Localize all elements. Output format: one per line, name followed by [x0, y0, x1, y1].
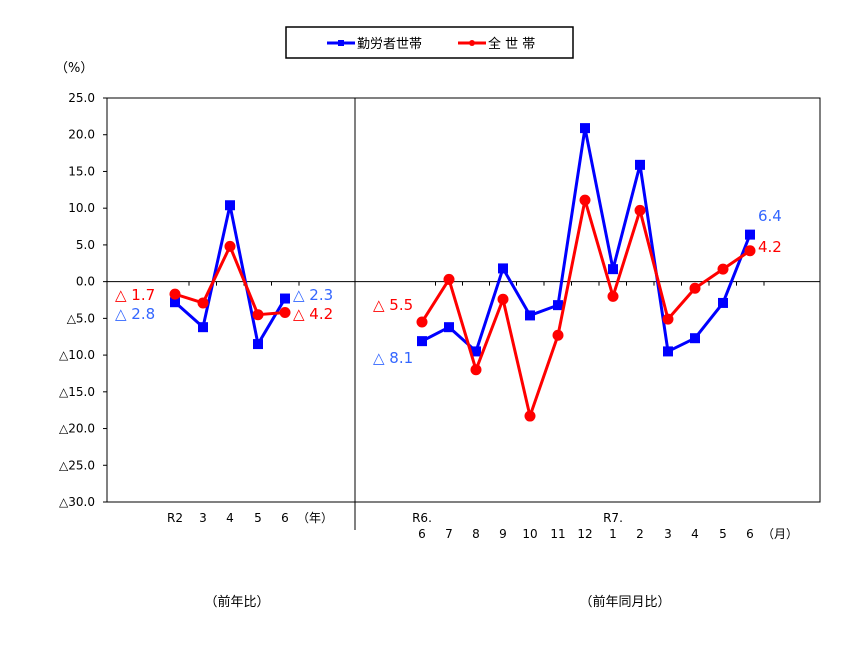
data-label: △ 2.8 [115, 305, 155, 323]
plot-area [106, 97, 821, 503]
data-point-worker [498, 263, 508, 274]
x-tick-label: 6 [418, 527, 426, 541]
y-tick-label: 10.0 [68, 201, 95, 215]
x-unit-label: （月） [762, 527, 798, 541]
series-line-all [420, 198, 751, 418]
data-point-worker [608, 264, 618, 275]
x-tick-label: 5 [719, 527, 727, 541]
data-point-all [279, 306, 291, 318]
x-tick-label: 10 [522, 527, 537, 541]
y-tick-label: △25.0 [59, 458, 95, 472]
x-tick-label: 7 [445, 527, 453, 541]
data-label: △ 2.3 [293, 286, 333, 304]
data-point-worker [553, 300, 563, 311]
data-point-all [443, 273, 455, 285]
panel-caption: （前年比） [204, 594, 269, 610]
data-label: 4.2 [758, 238, 782, 256]
data-point-worker [718, 297, 728, 308]
legend-marker-0 [338, 40, 344, 46]
x-tick-label: 1 [609, 527, 617, 541]
x-tick-label: R7. [603, 511, 623, 525]
x-tick-label: 8 [472, 527, 480, 541]
data-label: △ 8.1 [373, 349, 413, 367]
y-tick-label: △10.0 [59, 348, 95, 362]
data-label: △ 5.5 [373, 296, 413, 314]
data-point-all [662, 313, 674, 325]
series-line-worker [421, 126, 752, 353]
x-tick-label: 6 [281, 511, 289, 525]
data-point-all [497, 293, 509, 305]
x-unit-label: （年） [297, 511, 333, 525]
legend-marker-1 [469, 40, 475, 46]
data-point-all [169, 288, 181, 300]
data-point-worker [253, 339, 263, 350]
data-point-worker [280, 293, 290, 304]
data-point-all [689, 282, 701, 294]
data-point-worker [663, 346, 673, 357]
data-point-worker [525, 310, 535, 321]
data-point-all [470, 364, 482, 376]
data-point-all [744, 245, 756, 257]
data-point-worker [635, 159, 645, 170]
panel-caption: （前年同月比） [579, 594, 670, 610]
y-tick-label: 15.0 [68, 164, 95, 178]
y-tick-label: 5.0 [76, 238, 95, 252]
series-line-all [174, 244, 286, 317]
data-point-all [252, 309, 264, 321]
y-axis-unit: （%） [55, 61, 93, 76]
data-point-worker [444, 322, 454, 333]
data-point-worker [471, 346, 481, 357]
data-point-worker [170, 297, 180, 308]
x-tick-label: 2 [636, 527, 644, 541]
y-tick-label: △20.0 [59, 422, 95, 436]
y-tick-label: 25.0 [68, 91, 95, 105]
data-point-worker [225, 200, 235, 211]
data-point-all [224, 240, 236, 252]
y-tick-label: △15.0 [59, 385, 95, 399]
x-tick-label: 4 [226, 511, 234, 525]
data-point-worker [580, 123, 590, 134]
y-tick-label: 20.0 [68, 128, 95, 142]
x-tick-label: 9 [499, 527, 507, 541]
data-point-all [634, 204, 646, 216]
data-label: 6.4 [758, 207, 782, 225]
y-tick-label: 0.0 [76, 275, 95, 289]
data-point-all [197, 297, 209, 309]
data-point-all [524, 410, 536, 422]
data-label: △ 1.7 [115, 286, 155, 304]
series-line-worker [174, 203, 287, 346]
data-point-all [579, 194, 591, 206]
legend-label-1: 全 世 帯 [488, 36, 535, 52]
x-tick-label: 3 [664, 527, 672, 541]
data-point-all [416, 316, 428, 328]
x-tick-label: R2 [167, 511, 183, 525]
data-point-worker [417, 336, 427, 347]
data-point-worker [745, 229, 755, 240]
y-tick-label: △5.0 [67, 311, 95, 325]
x-tick-label: 5 [254, 511, 262, 525]
data-point-all [607, 290, 619, 302]
data-point-all [717, 263, 729, 275]
x-tick-label: 11 [550, 527, 565, 541]
data-point-worker [690, 333, 700, 344]
x-tick-label: R6. [412, 511, 432, 525]
x-tick-label: 3 [199, 511, 207, 525]
data-label: △ 4.2 [293, 305, 333, 323]
data-point-all [552, 329, 564, 341]
y-tick-label: △30.0 [59, 495, 95, 509]
x-tick-label: 12 [577, 527, 592, 541]
x-tick-label: 4 [691, 527, 699, 541]
legend-label-0: 勤労者世帯 [357, 37, 422, 52]
data-point-worker [198, 322, 208, 333]
x-tick-label: 6 [746, 527, 754, 541]
